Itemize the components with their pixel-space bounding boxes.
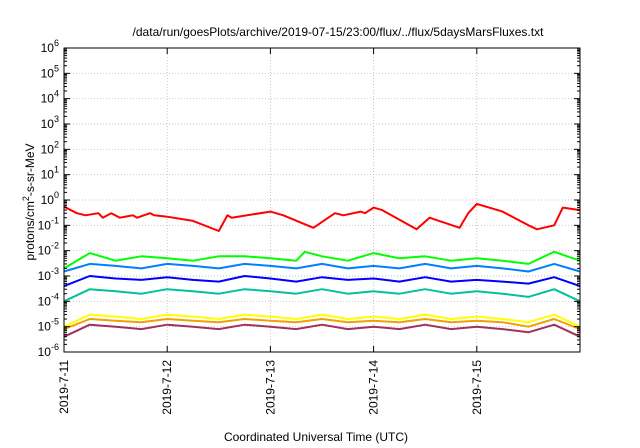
series-layer bbox=[63, 202, 581, 338]
series-line-5 bbox=[63, 288, 581, 303]
y-axis-ticks: 10-6 10-5 10-4 10-3 10-2 10-1 100 101 102 103 104 1… bbox=[38, 38, 580, 359]
x-tick-label: 2019-7-15 bbox=[470, 360, 484, 415]
x-tick-label: 2019-7-14 bbox=[367, 360, 381, 415]
y-tick-label: 10-2 bbox=[38, 241, 59, 258]
series-line-2 bbox=[63, 250, 581, 270]
series-line-3 bbox=[63, 262, 581, 273]
grid bbox=[64, 48, 580, 352]
y-tick-label: 10-1 bbox=[38, 215, 59, 232]
series-line-6 bbox=[63, 313, 581, 328]
x-axis-ticks: 2019-7-11 2019-7-12 2019-7-13 2019-7-14 2019… bbox=[57, 48, 484, 415]
x-tick-label: 2019-7-12 bbox=[160, 360, 174, 415]
x-axis-label: Coordinated Universal Time (UTC) bbox=[224, 430, 408, 444]
y-tick-label: 10-6 bbox=[38, 342, 59, 359]
y-tick-label: 10-3 bbox=[38, 266, 59, 283]
y-tick-label: 106 bbox=[41, 38, 59, 55]
y-tick-label: 100 bbox=[41, 190, 59, 207]
x-tick-label: 2019-7-11 bbox=[57, 360, 71, 414]
y-tick-label: 103 bbox=[41, 114, 59, 131]
series-line-8 bbox=[63, 323, 581, 338]
series-line-4 bbox=[63, 275, 581, 288]
series-line-7 bbox=[63, 318, 581, 331]
y-tick-label: 101 bbox=[41, 165, 59, 182]
y-tick-label: 10-4 bbox=[38, 291, 59, 308]
series-line-1 bbox=[63, 202, 581, 232]
chart-title: /data/run/goesPlots/archive/2019-07-15/2… bbox=[133, 25, 545, 39]
y-tick-label: 10-5 bbox=[38, 317, 59, 334]
y-axis-label: protons/cm2-s-sr-MeV bbox=[21, 143, 37, 260]
y-tick-label: 105 bbox=[41, 63, 59, 80]
y-tick-label: 102 bbox=[41, 139, 59, 156]
x-tick-label: 2019-7-13 bbox=[263, 360, 277, 415]
y-tick-label: 104 bbox=[41, 89, 59, 106]
